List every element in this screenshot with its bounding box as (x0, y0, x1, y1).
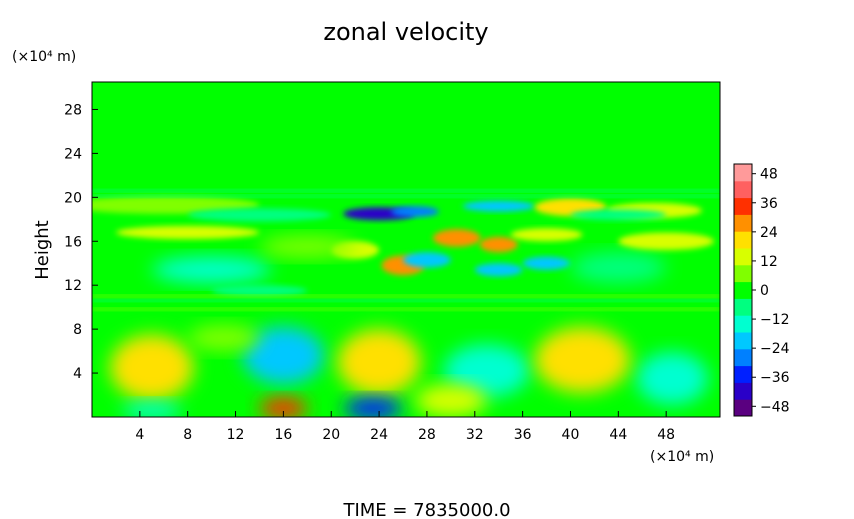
colorbar-tick-label: −36 (760, 370, 790, 386)
x-unit-label: (×10⁴ m) (650, 449, 714, 465)
colorbar-tick-label: 36 (760, 196, 778, 212)
colorbar-swatch (734, 197, 752, 215)
y-tick-label: 12 (64, 278, 82, 294)
time-label: TIME = 7835000.0 (342, 500, 510, 519)
y-axis-label: Height (32, 220, 53, 280)
field-feature (92, 196, 260, 214)
y-tick-label: 24 (64, 146, 82, 162)
x-tick-label: 8 (183, 427, 192, 443)
colorbar-swatch (734, 180, 752, 199)
field-feature (534, 326, 631, 393)
field-feature (115, 225, 260, 240)
colorbar-swatch (734, 248, 752, 266)
y-axis: 4 8 12 16 20 24 28 (64, 102, 98, 382)
colorbar-swatch (734, 214, 752, 232)
field-feature (570, 252, 667, 283)
colorbar-swatch (734, 281, 752, 299)
colorbar-tick-label: −24 (760, 341, 790, 357)
field-feature (211, 285, 308, 297)
field-feature (414, 384, 487, 417)
field-feature (391, 206, 439, 218)
field-feature (510, 228, 583, 242)
field-feature (259, 235, 356, 258)
colorbar-swatch (734, 315, 752, 333)
field-feature (636, 352, 709, 405)
colorbar-tick-label: 48 (760, 167, 778, 183)
x-tick-label: 12 (227, 427, 245, 443)
y-tick-label: 16 (64, 234, 82, 250)
plot-frame (91, 81, 721, 418)
field-feature (187, 208, 332, 222)
colorbar-swatch (734, 365, 752, 383)
y-tick-label: 28 (64, 102, 82, 118)
x-tick-label: 36 (514, 427, 532, 443)
x-tick-label: 40 (562, 427, 580, 443)
field-feature (570, 209, 667, 221)
field-feature (474, 263, 523, 277)
field-feature (187, 324, 260, 352)
colorbar-swatch (734, 264, 752, 283)
x-tick-label: 44 (609, 427, 627, 443)
field-feature (522, 256, 571, 270)
field-feature (432, 229, 481, 247)
field-feature (242, 326, 325, 385)
y-tick-label: 20 (64, 190, 82, 206)
field-layer (92, 195, 720, 198)
x-tick-label: 16 (274, 427, 292, 443)
y-tick-label: 4 (73, 366, 82, 382)
colorbar-swatch (734, 399, 752, 417)
colorbar-tick-label: 0 (760, 283, 769, 299)
colorbar-swatch (734, 332, 752, 350)
field-feature (259, 397, 308, 417)
colorbar: 48 36 24 12 0 −12 −24 −36 −48 (733, 163, 790, 417)
field-layer (92, 299, 720, 302)
field-layer (92, 189, 720, 192)
x-tick-label: 32 (466, 427, 484, 443)
y-unit-label: (×10⁴ m) (12, 49, 76, 65)
field-feature (92, 82, 720, 220)
colorbar-swatch (734, 382, 752, 400)
x-axis: 4 8 12 16 20 24 28 32 36 40 44 48 (135, 411, 675, 443)
colorbar-swatch (734, 164, 752, 182)
x-tick-label: 28 (418, 427, 436, 443)
field-layer (92, 308, 720, 311)
field-feature (121, 401, 182, 417)
field-layer (92, 294, 720, 298)
field-feature (479, 236, 518, 253)
colorbar-tick-label: −48 (760, 399, 790, 415)
velocity-field (92, 82, 720, 417)
colorbar-swatch (734, 348, 752, 367)
chart-title: zonal velocity (323, 18, 488, 46)
field-feature (337, 329, 421, 396)
field-feature (403, 252, 451, 268)
field-feature (618, 232, 715, 251)
field-feature (344, 397, 402, 417)
field-feature (462, 200, 535, 212)
colorbar-tick-label: 12 (760, 254, 778, 270)
colorbar-tick-label: −12 (760, 312, 790, 328)
x-tick-label: 20 (322, 427, 340, 443)
colorbar-swatch (734, 298, 752, 316)
x-tick-label: 4 (135, 427, 144, 443)
field-feature (109, 334, 194, 401)
field-feature (443, 344, 530, 398)
x-tick-label: 48 (657, 427, 675, 443)
field-feature (151, 256, 272, 283)
y-tick-label: 8 (73, 322, 82, 338)
colorbar-swatch (734, 231, 752, 249)
x-tick-label: 24 (370, 427, 388, 443)
colorbar-tick-label: 24 (760, 225, 778, 241)
